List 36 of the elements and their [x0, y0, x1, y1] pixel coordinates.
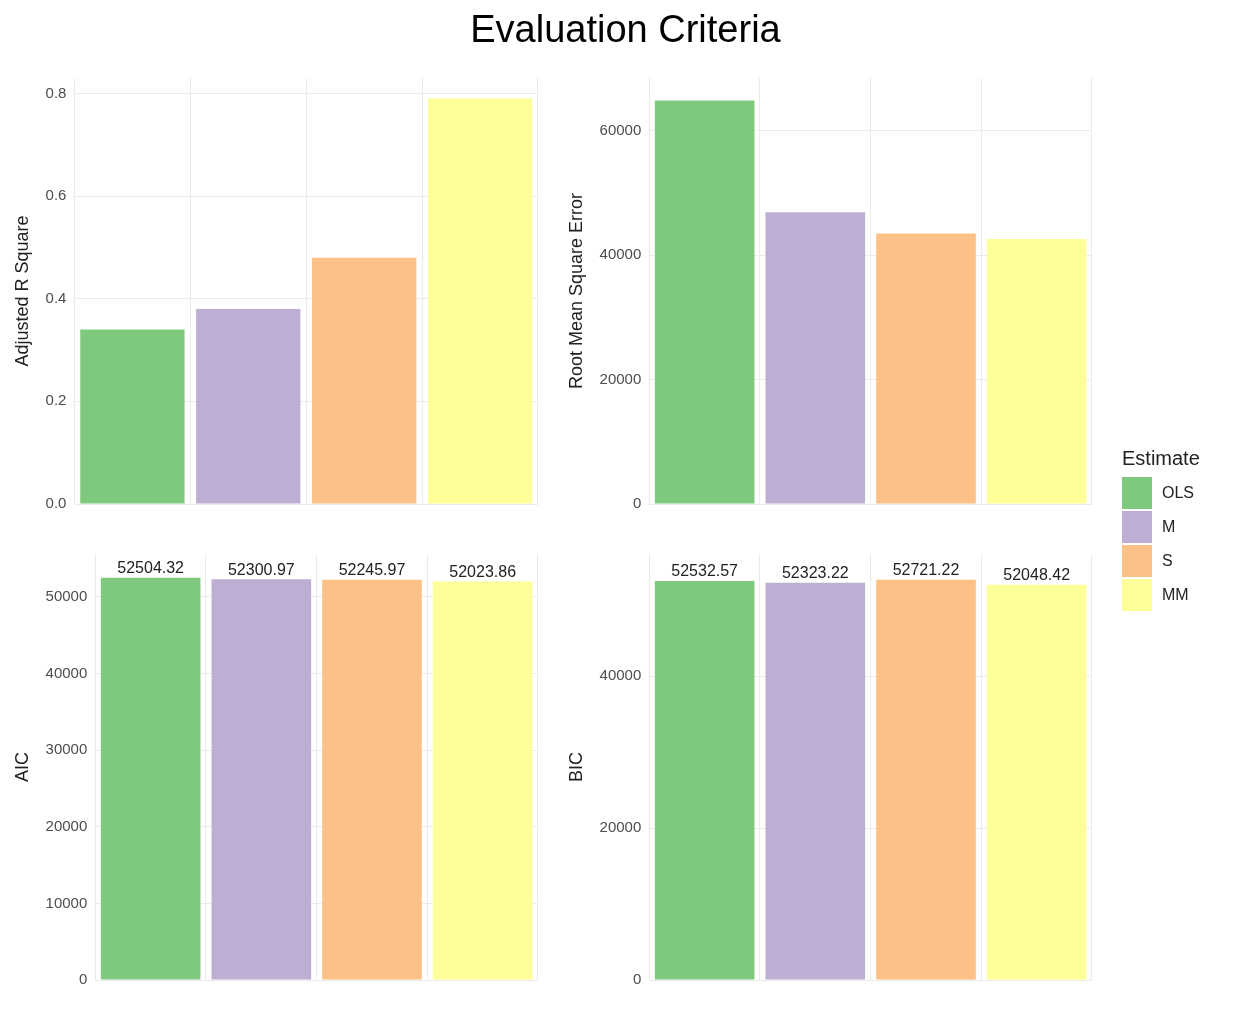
y-tick-label: 0: [78, 970, 88, 988]
y-tick-label: 20000: [599, 818, 642, 836]
y-tick-label: 0: [632, 970, 642, 988]
legend-label: OLS: [1162, 483, 1195, 502]
y-tick-label: 0.6: [45, 186, 67, 204]
y-tick-label: 20000: [45, 816, 88, 834]
y-tick-label: 0.0: [45, 494, 67, 512]
y-tick-label: 40000: [599, 666, 642, 684]
y-axis-title: Root Mean Square Error: [565, 192, 586, 390]
data-label: 52721.22: [892, 561, 960, 579]
data-label: 52023.86: [449, 562, 517, 580]
legend-label: MM: [1162, 585, 1189, 604]
legend-label: S: [1162, 551, 1173, 570]
y-tick-label: 40000: [45, 663, 88, 681]
data-label: 52323.22: [781, 564, 849, 582]
legend-title: Estimate: [1122, 446, 1200, 470]
y-tick-label: 10000: [45, 893, 88, 911]
y-tick-label: 0: [632, 494, 642, 512]
text: Evaluation Criteria: [469, 8, 782, 51]
data-label: 52532.57: [671, 562, 739, 580]
y-tick-label: 0.4: [45, 288, 67, 306]
y-axis-title: AIC: [11, 751, 32, 783]
y-tick-label: 0.8: [45, 83, 67, 101]
y-tick-label: 30000: [45, 740, 88, 758]
data-label: 52300.97: [227, 560, 295, 578]
y-tick-label: 50000: [45, 587, 88, 605]
y-axis-title: BIC: [565, 751, 586, 783]
y-tick-label: 20000: [599, 369, 642, 387]
y-axis-title: Adjusted R Square: [11, 215, 32, 367]
data-label: 52245.97: [338, 561, 406, 579]
y-tick-label: 40000: [599, 245, 642, 263]
y-tick-label: 60000: [599, 121, 642, 138]
data-label: 52504.32: [117, 559, 185, 577]
legend-label: M: [1162, 517, 1176, 536]
y-tick-label: 0.2: [45, 391, 67, 409]
data-label: 52048.42: [1003, 566, 1071, 584]
